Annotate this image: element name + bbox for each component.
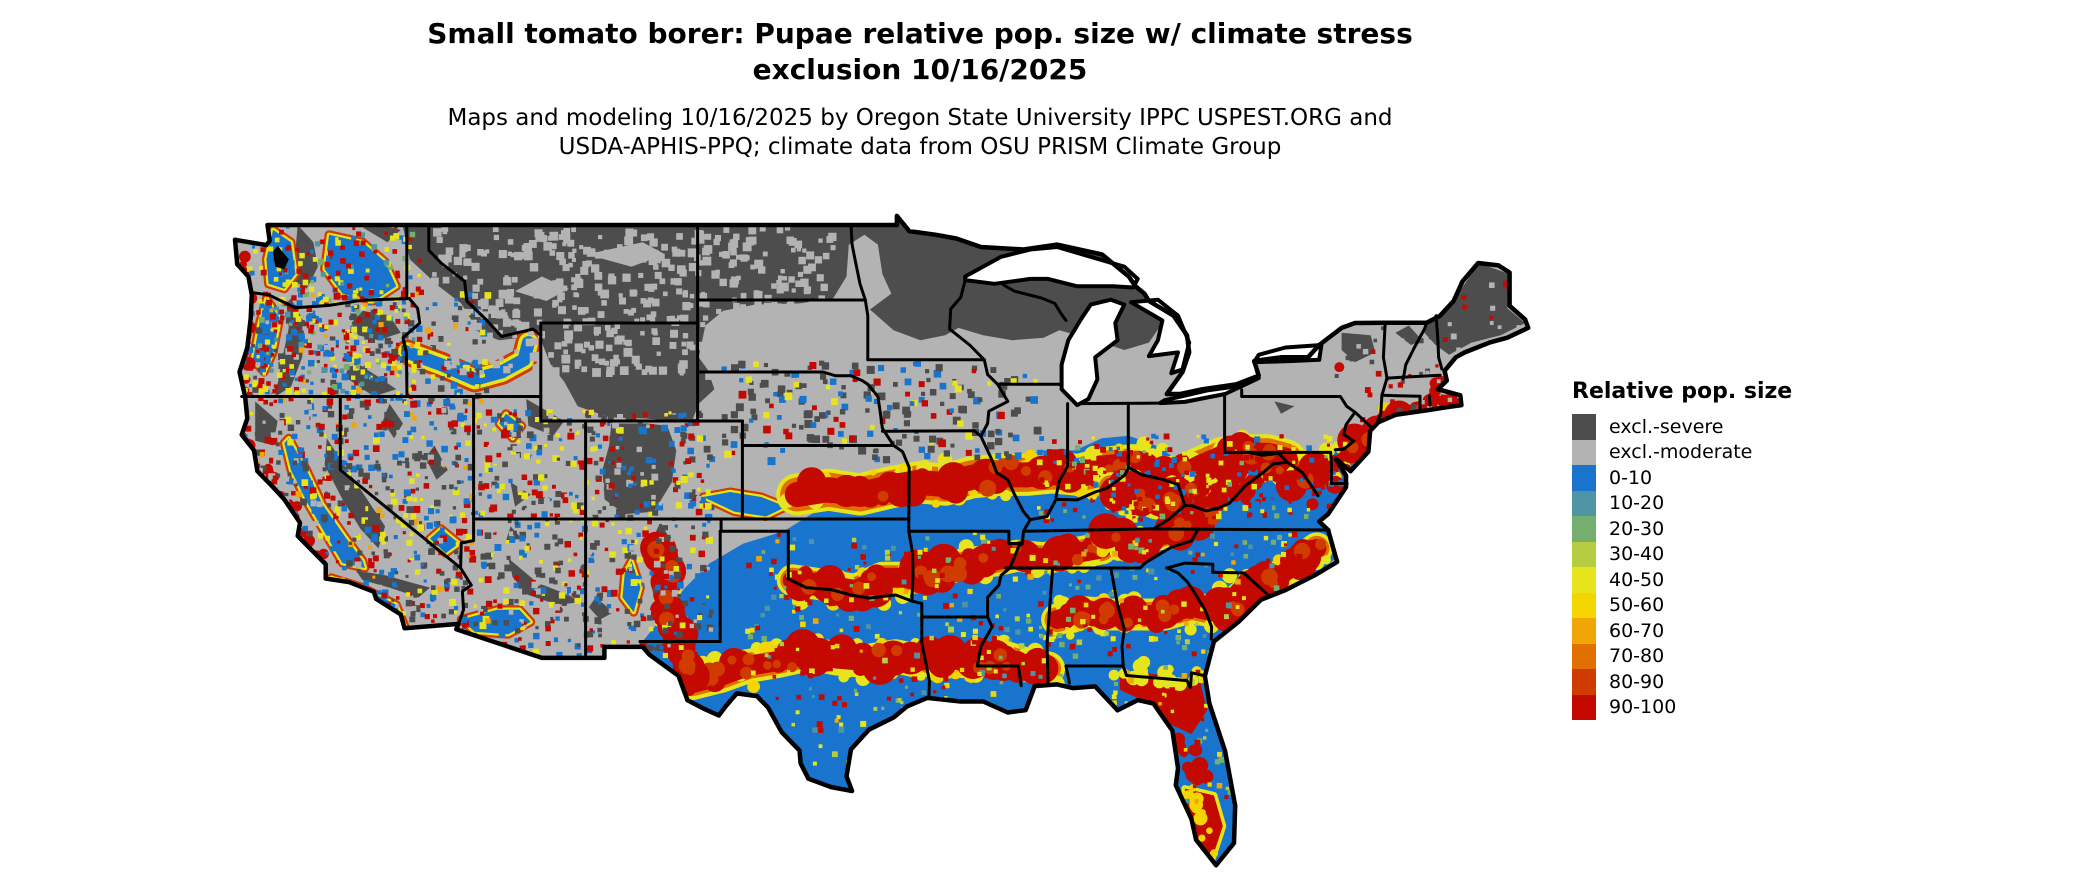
legend-item: 80-90 [1572, 669, 1792, 695]
legend-item-label: 30-40 [1609, 543, 1665, 566]
legend-item-label: 20-30 [1609, 517, 1665, 540]
legend-item: 60-70 [1572, 618, 1792, 644]
legend-item-label: 50-60 [1609, 594, 1665, 617]
legend-item-label: excl.-severe [1609, 415, 1724, 438]
legend-item: 70-80 [1572, 643, 1792, 669]
legend-item: 10-20 [1572, 490, 1792, 516]
legend-swatch [1572, 414, 1596, 440]
legend-item: 90-100 [1572, 694, 1792, 720]
legend-item: 30-40 [1572, 541, 1792, 567]
legend-item-label: 10-20 [1609, 492, 1665, 515]
legend-swatch [1572, 567, 1596, 593]
legend-item-label: 0-10 [1609, 466, 1653, 489]
legend-item: excl.-severe [1572, 414, 1792, 440]
legend-swatch [1572, 439, 1596, 465]
map-title-line1: Small tomato borer: Pupae relative pop. … [427, 17, 1413, 50]
legend-swatch [1572, 465, 1596, 491]
legend-item-label: 90-100 [1609, 696, 1677, 719]
legend-item-label: 70-80 [1609, 645, 1665, 668]
map-title-line2: exclusion 10/16/2025 [752, 53, 1088, 86]
legend-item-label: 40-50 [1609, 568, 1665, 591]
legend-item: excl.-moderate [1572, 439, 1792, 465]
legend-swatch [1572, 669, 1596, 695]
legend-swatch [1572, 618, 1596, 644]
map-subtitle-line2: USDA-APHIS-PPQ; climate data from OSU PR… [558, 134, 1282, 160]
map-subtitle: Maps and modeling 10/16/2025 by Oregon S… [320, 104, 1520, 162]
legend-item: 0-10 [1572, 465, 1792, 491]
legend-swatch [1572, 541, 1596, 567]
legend-items: excl.-severe excl.-moderate 0-10 10-20 20-30… [1572, 414, 1792, 720]
map-subtitle-line1: Maps and modeling 10/16/2025 by Oregon S… [447, 105, 1393, 131]
legend-item: 20-30 [1572, 516, 1792, 542]
legend: Relative pop. size excl.-severe excl.-mod… [1572, 379, 1792, 720]
legend-swatch [1572, 490, 1596, 516]
legend-item-label: 80-90 [1609, 670, 1665, 693]
legend-swatch [1572, 643, 1596, 669]
legend-swatch [1572, 516, 1596, 542]
legend-item-label: 60-70 [1609, 619, 1665, 642]
legend-item: 50-60 [1572, 592, 1792, 618]
legend-title: Relative pop. size [1572, 379, 1793, 404]
legend-swatch [1572, 694, 1596, 720]
legend-item: 40-50 [1572, 567, 1792, 593]
legend-item-label: excl.-moderate [1609, 441, 1753, 464]
map-title: Small tomato borer: Pupae relative pop. … [320, 16, 1520, 88]
legend-swatch [1572, 592, 1596, 618]
